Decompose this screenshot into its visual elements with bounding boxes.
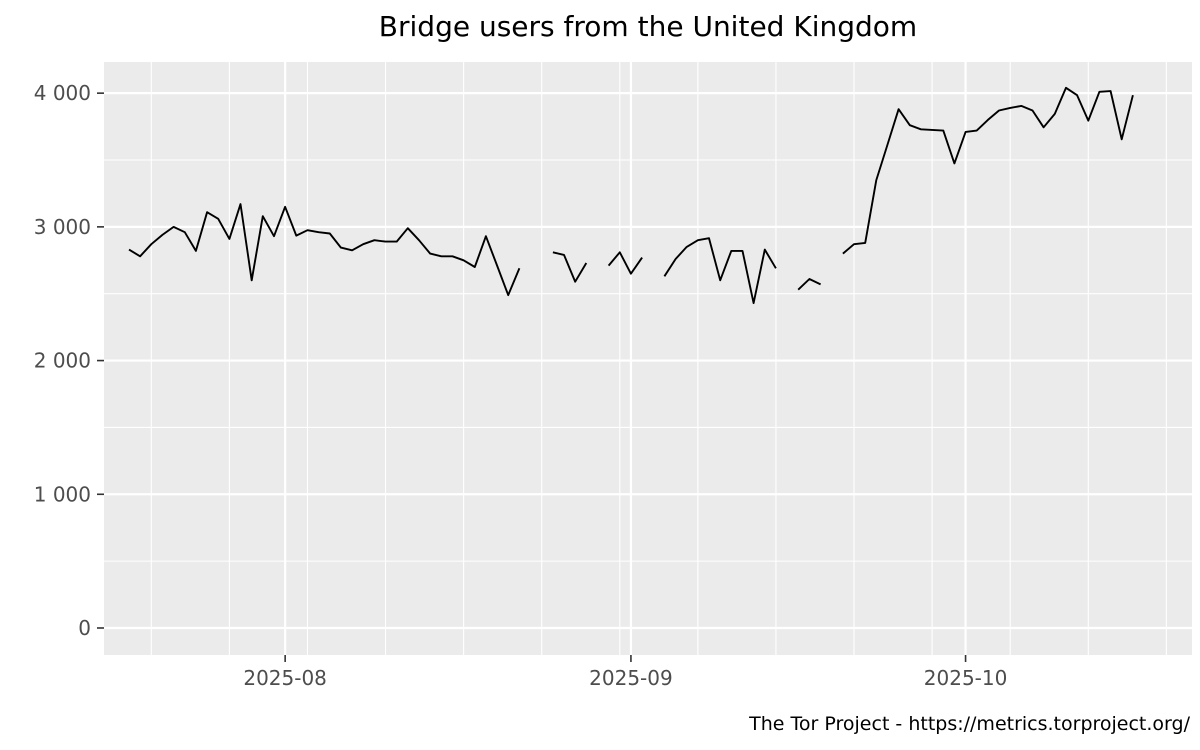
y-tick-label: 4 000 bbox=[34, 81, 91, 105]
y-tick-label: 3 000 bbox=[34, 215, 91, 239]
y-tick-label: 2 000 bbox=[34, 349, 91, 373]
x-tick-label: 2025-10 bbox=[924, 666, 1008, 690]
chart-title: Bridge users from the United Kingdom bbox=[378, 10, 918, 43]
y-tick-label: 1 000 bbox=[34, 482, 91, 506]
x-tick-label: 2025-09 bbox=[589, 666, 673, 690]
x-tick-label: 2025-08 bbox=[243, 666, 327, 690]
data-line bbox=[128, 86, 1134, 305]
plot-panel bbox=[104, 62, 1192, 655]
chart-caption: The Tor Project - https://metrics.torpro… bbox=[749, 713, 1190, 735]
y-tick-label: 0 bbox=[78, 616, 91, 640]
